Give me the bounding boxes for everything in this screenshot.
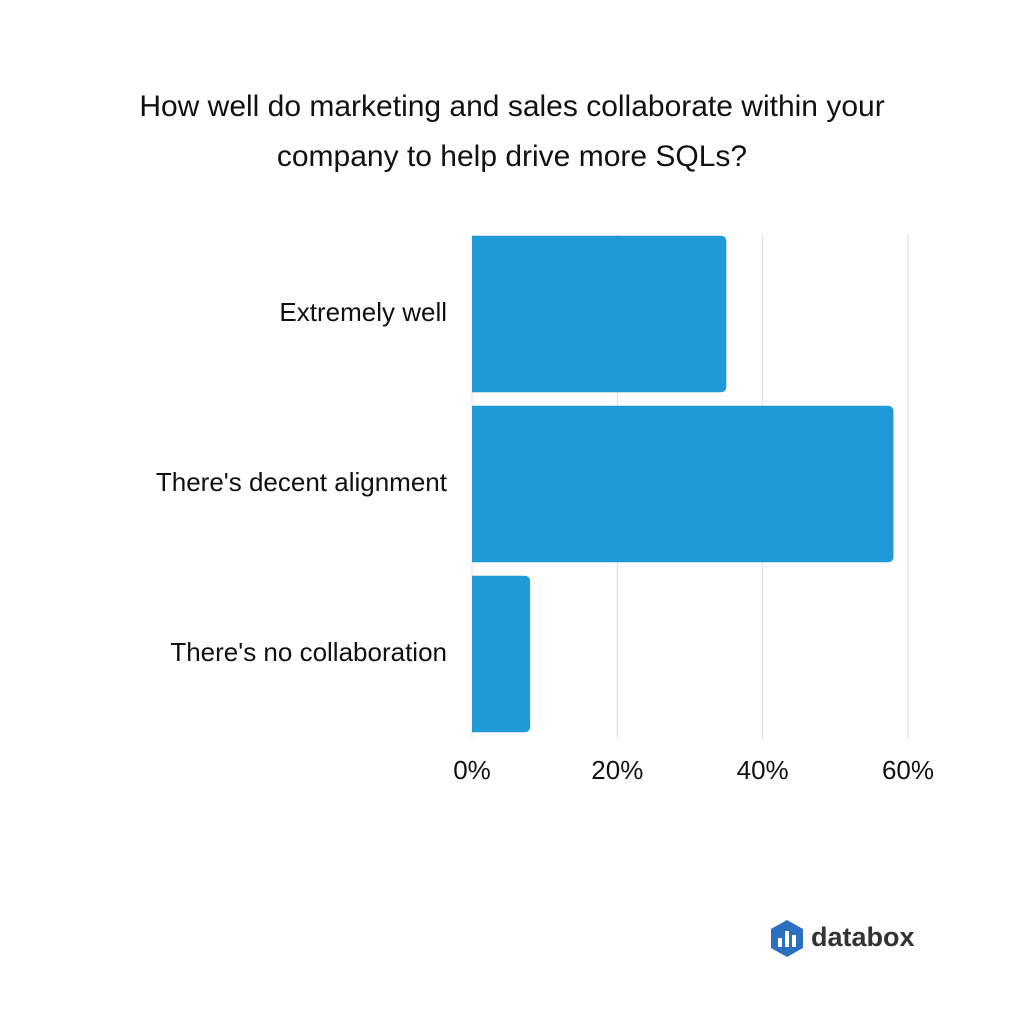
x-tick-label: 40% xyxy=(737,755,789,785)
brand-name: databox xyxy=(811,922,915,952)
x-tick-label: 0% xyxy=(453,755,491,785)
x-tick-label: 20% xyxy=(591,755,643,785)
logo-bar xyxy=(778,938,782,947)
x-tick-label: 60% xyxy=(882,755,934,785)
y-tick-label: Extremely well xyxy=(279,297,447,327)
y-tick-label: There's no collaboration xyxy=(170,637,447,667)
logo-bar xyxy=(792,935,796,947)
chart-title: How well do marketing and sales collabor… xyxy=(139,90,885,173)
bar xyxy=(472,405,894,563)
logo-bar xyxy=(785,931,789,947)
bar xyxy=(472,235,727,393)
bar xyxy=(472,575,531,733)
y-tick-label: There's decent alignment xyxy=(156,467,448,497)
logo-icon xyxy=(771,920,803,957)
